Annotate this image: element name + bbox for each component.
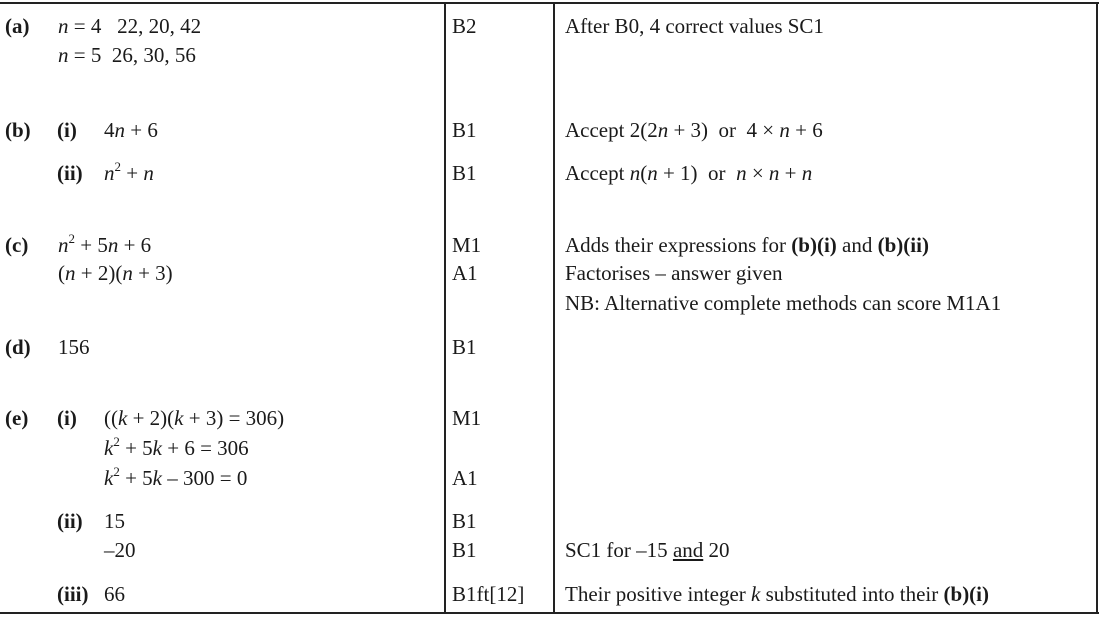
part-c-line1: n2 + 5n + 6	[58, 231, 152, 257]
part-d-mark: B1	[452, 335, 477, 359]
part-e-i-line1: ((k + 2)(k + 3) = 306)	[104, 406, 285, 430]
part-a-comment: After B0, 4 correct values SC1	[565, 14, 824, 38]
part-c-label: (c)	[5, 233, 29, 257]
part-e-ii-comment: SC1 for –15 and 20	[565, 538, 730, 562]
part-e-label: (e)	[5, 406, 29, 430]
part-e-ii-answer-2: –20	[104, 538, 136, 562]
column-divider-2	[553, 3, 555, 614]
part-c-mark-1: M1	[452, 233, 482, 257]
column-divider-1	[444, 3, 446, 614]
table-right-border	[1096, 3, 1098, 614]
part-e-i-line3: k2 + 5k – 300 = 0	[104, 464, 248, 490]
part-e-ii-answer-1: 15	[104, 509, 125, 533]
part-d-label: (d)	[5, 335, 31, 359]
part-c-comment-2: Factorises – answer given	[565, 261, 783, 285]
part-e-i-mark-1: M1	[452, 406, 482, 430]
part-b-i-answer: 4n + 6	[104, 118, 158, 142]
part-c-mark-2: A1	[452, 261, 478, 285]
part-e-iii-mark: B1ft[12]	[452, 582, 525, 606]
part-b-ii-comment: Accept n(n + 1) or n × n + n	[565, 161, 813, 185]
part-c-comment-1: Adds their expressions for (b)(i) and (b…	[565, 233, 929, 257]
part-a-line1: n = 4 22, 20, 42	[58, 14, 202, 38]
part-b-ii-answer: n2 + n	[104, 159, 154, 185]
part-e-ii-label: (ii)	[57, 509, 83, 533]
part-e-i-mark-2: A1	[452, 466, 478, 490]
part-a-label: (a)	[5, 14, 30, 38]
part-a-mark: B2	[452, 14, 477, 38]
part-b-label: (b)	[5, 118, 31, 142]
part-a-line2: n = 5 26, 30, 56	[58, 43, 196, 67]
part-b-i-comment: Accept 2(2n + 3) or 4 × n + 6	[565, 118, 823, 142]
part-e-iii-label: (iii)	[57, 582, 89, 606]
part-d-answer: 156	[58, 335, 90, 359]
part-e-ii-mark-2: B1	[452, 538, 477, 562]
part-e-iii-answer: 66	[104, 582, 125, 606]
part-b-ii-mark: B1	[452, 161, 477, 185]
part-b-i-label: (i)	[57, 118, 77, 142]
part-e-i-label: (i)	[57, 406, 77, 430]
part-c-comment-3: NB: Alternative complete methods can sco…	[565, 291, 1002, 315]
part-c-line2: (n + 2)(n + 3)	[58, 261, 173, 285]
table-bottom-border	[0, 612, 1099, 614]
part-e-ii-mark-1: B1	[452, 509, 477, 533]
part-b-ii-label: (ii)	[57, 161, 83, 185]
part-e-iii-comment: Their positive integer k substituted int…	[565, 582, 990, 606]
table-top-border	[0, 2, 1099, 4]
part-b-i-mark: B1	[452, 118, 477, 142]
part-e-i-line2: k2 + 5k + 6 = 306	[104, 434, 249, 460]
